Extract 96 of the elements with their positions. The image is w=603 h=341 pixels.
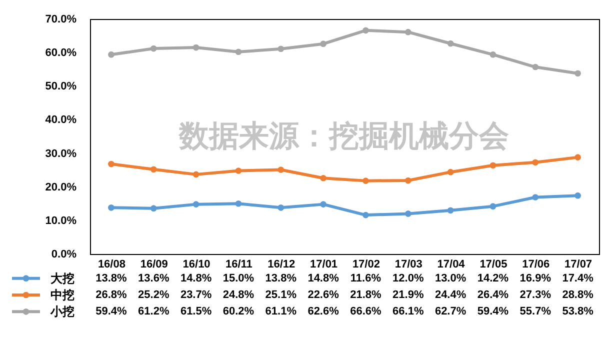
point: [192, 201, 200, 208]
data-label: 24.4%: [434, 289, 466, 301]
point: [490, 51, 496, 58]
data-label: 13.0%: [434, 272, 466, 284]
data-label: 13.8%: [96, 272, 128, 284]
data-label: 28.8%: [562, 289, 594, 301]
x-tick-label: 16/11: [225, 258, 252, 270]
data-label: 26.4%: [477, 289, 509, 301]
data-label: 27.3%: [520, 289, 552, 301]
annotation: 数据来源：挖掘机械分会: [178, 120, 509, 153]
point: [362, 178, 369, 184]
x-tick-label: 17/02: [352, 258, 380, 270]
data-label: 13.8%: [265, 272, 297, 284]
data-label: 66.6%: [350, 306, 382, 318]
x-tick-label: 17/03: [394, 258, 422, 270]
point: [150, 45, 157, 52]
point: [278, 46, 284, 52]
x-tick-label: 17/06: [522, 258, 550, 270]
point: [490, 162, 496, 169]
point: [150, 205, 157, 212]
point: [574, 192, 581, 199]
point: [574, 70, 581, 77]
point: [404, 28, 412, 36]
data-label: 61.5%: [180, 306, 212, 318]
y-tick-label: 40.0%: [45, 114, 77, 126]
y-tick-label: 0.0%: [51, 248, 77, 260]
data-label: 14.8%: [308, 272, 340, 284]
x-tick-label: 16/10: [182, 258, 210, 270]
data-label: 14.8%: [180, 272, 212, 284]
data-label: 55.7%: [520, 306, 552, 318]
point: [235, 168, 242, 174]
point: [192, 171, 200, 178]
data-label: 13.6%: [138, 272, 170, 284]
point: [490, 203, 496, 210]
x-tick-label: 17/05: [480, 258, 508, 270]
data-label: 26.8%: [96, 289, 128, 301]
point: [108, 51, 114, 58]
y-tick-label: 30.0%: [45, 148, 77, 160]
point: [532, 159, 539, 166]
data-label: 12.0%: [392, 272, 424, 284]
point: [404, 210, 412, 217]
data-label: 61.2%: [138, 306, 170, 318]
point: [532, 194, 539, 200]
point: [278, 204, 284, 211]
point: [150, 166, 157, 173]
point: [235, 48, 242, 56]
data-label: 53.8%: [562, 306, 594, 318]
point: [447, 207, 454, 214]
data-label: 66.1%: [392, 306, 424, 318]
y-tick-label: 60.0%: [45, 47, 77, 60]
data-label: 16.9%: [520, 272, 552, 284]
point: [192, 44, 200, 51]
data-label: 60.2%: [222, 306, 254, 318]
data-label: 14.2%: [477, 272, 509, 284]
data-label: 22.6%: [308, 289, 340, 301]
data-label: 11.6%: [350, 272, 382, 284]
y-tick-label: 10.0%: [45, 214, 77, 227]
x-tick-label: 16/12: [268, 258, 296, 270]
point: [320, 174, 326, 182]
x-tick-label: 16/09: [140, 258, 168, 270]
x-tick-label: 17/07: [564, 258, 592, 270]
point: [447, 168, 454, 176]
point: [108, 160, 114, 168]
data-label: 23.7%: [180, 289, 212, 301]
data-label: 21.8%: [350, 289, 382, 301]
y-tick-label: 70.0%: [45, 14, 77, 26]
data-label: 15.0%: [222, 272, 254, 284]
point: [320, 201, 326, 208]
data-label: 59.4%: [477, 306, 509, 318]
y-tick-label: 20.0%: [45, 181, 77, 194]
data-label: 62.6%: [308, 306, 340, 318]
data-label: 21.9%: [392, 289, 424, 301]
point: [404, 177, 412, 184]
data-label: 62.7%: [434, 306, 466, 318]
point: [235, 200, 242, 207]
point: [362, 27, 369, 34]
point: [447, 40, 454, 47]
point: [278, 166, 284, 173]
point: [532, 64, 539, 70]
legend-label: 大挖: [50, 271, 74, 286]
x-tick-label: 16/08: [98, 258, 126, 270]
data-label: 25.1%: [265, 289, 297, 301]
y-tick-label: 50.0%: [45, 80, 77, 93]
data-label: 61.1%: [265, 306, 297, 318]
legend-label: 中挖: [50, 288, 74, 302]
data-label: 25.2%: [138, 289, 170, 301]
data-label: 24.8%: [222, 289, 254, 301]
point: [574, 154, 581, 160]
x-tick-label: 17/04: [437, 258, 466, 270]
point: [320, 40, 326, 47]
legend-label: 小挖: [50, 304, 74, 319]
data-label: 17.4%: [562, 272, 594, 284]
data-label: 59.4%: [96, 306, 128, 318]
point: [108, 204, 114, 211]
x-tick-label: 17/01: [310, 258, 338, 270]
point: [362, 212, 369, 218]
